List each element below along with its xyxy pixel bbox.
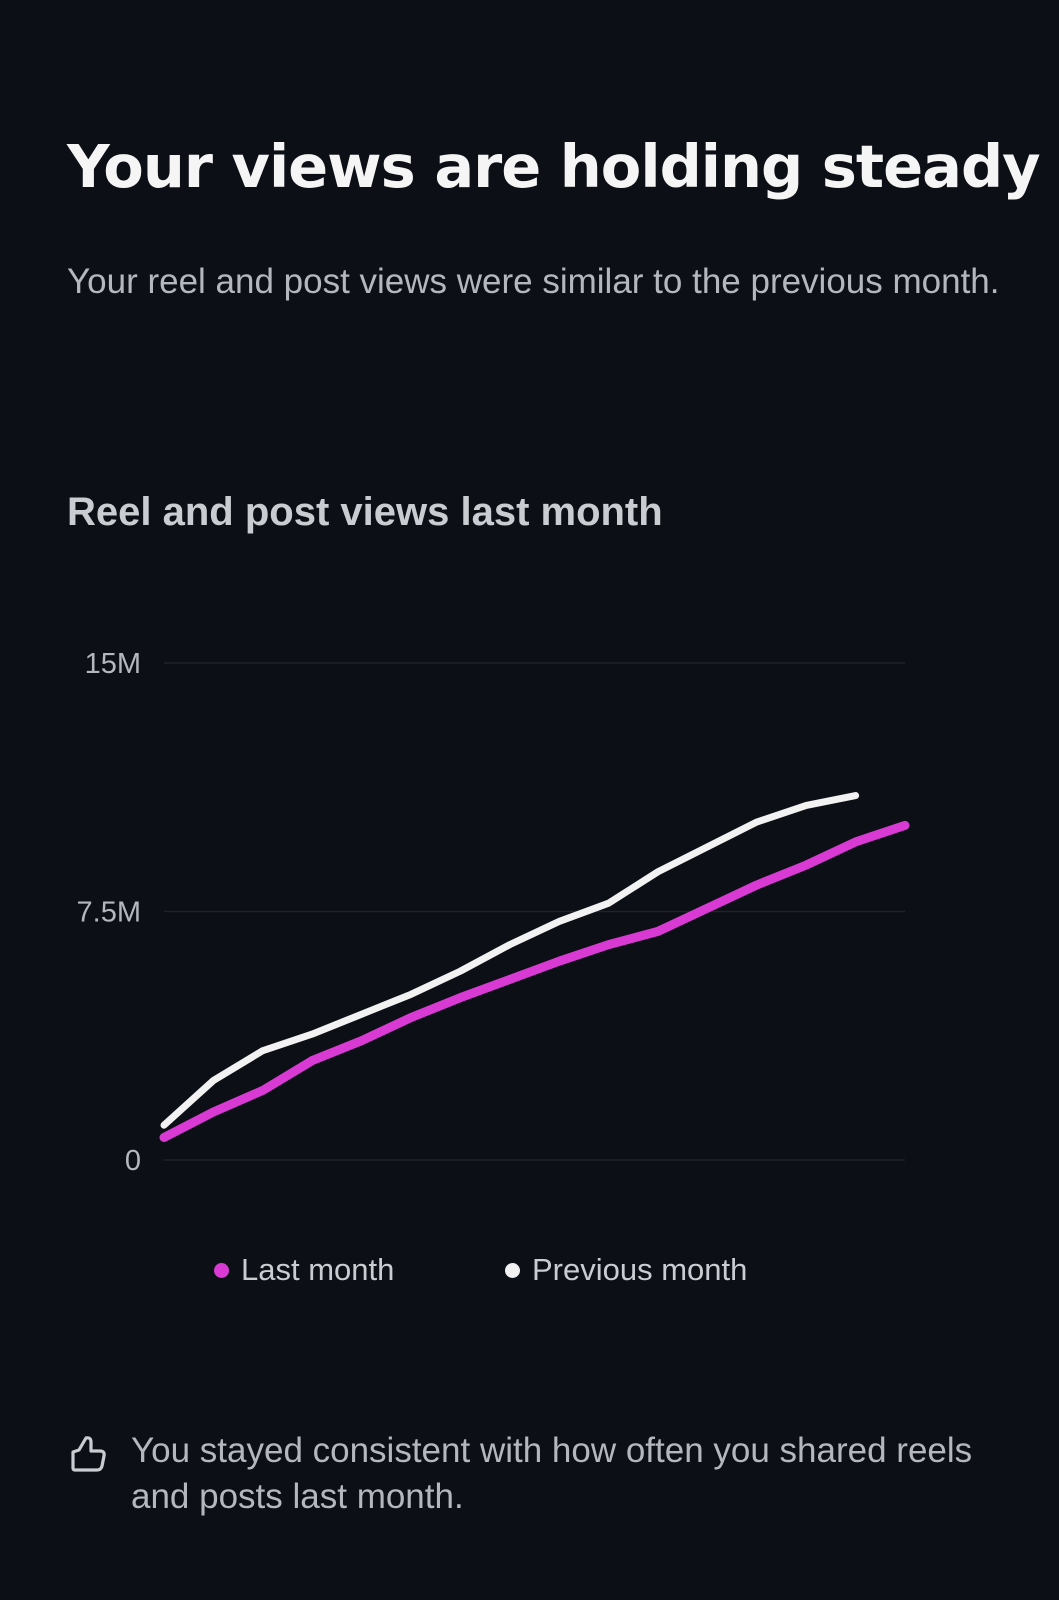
page-subtitle: Your reel and post views were similar to… (67, 262, 1000, 301)
legend-previous-month: Previous month (505, 1252, 747, 1288)
views-line-chart: 15M 7.5M 0 (77, 648, 910, 1177)
thumbs-up-icon (71, 1436, 106, 1472)
y-tick-label: 7.5M (77, 897, 141, 929)
insight-note: You stayed consistent with how often you… (67, 1428, 991, 1520)
series-line-previous-month (160, 792, 860, 1129)
y-tick-label: 0 (125, 1145, 141, 1177)
legend-dot-previous-month (505, 1262, 520, 1278)
y-tick-label: 15M (85, 648, 141, 680)
chart-title: Reel and post views last month (67, 490, 663, 534)
legend-label-last-month: Last month (241, 1252, 395, 1287)
page-title: Your views are holding steady (67, 132, 1041, 201)
legend-label-previous-month: Previous month (532, 1252, 748, 1287)
series-line-last-month (159, 820, 910, 1142)
insight-text: You stayed consistent with how often you… (131, 1431, 973, 1516)
legend-last-month: Last month (214, 1252, 394, 1288)
legend-dot-last-month (214, 1262, 229, 1278)
